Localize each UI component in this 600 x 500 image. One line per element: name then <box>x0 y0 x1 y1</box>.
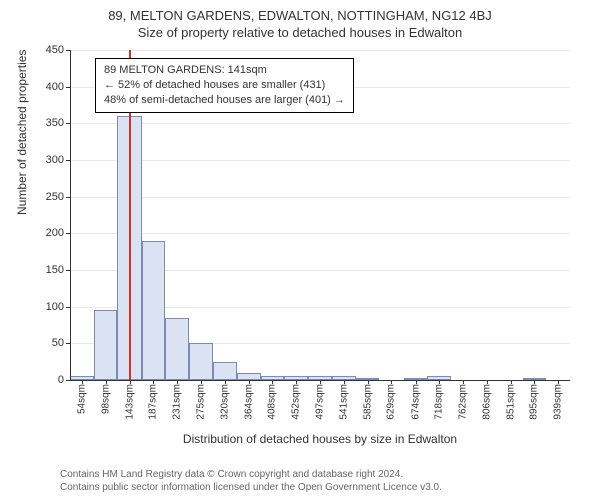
xtick-label: 674sqm <box>410 384 421 420</box>
xtick-label: 895sqm <box>529 384 540 420</box>
grid-line <box>70 123 570 124</box>
histogram-bar <box>142 241 166 380</box>
chart-title-sub: Size of property relative to detached ho… <box>0 23 600 40</box>
y-axis-label: Number of detached properties <box>15 50 29 215</box>
ytick-label: 50 <box>52 337 64 349</box>
xtick-label: 54sqm <box>76 384 87 414</box>
grid-line <box>70 233 570 234</box>
chart-container: { "chart": { "type": "histogram", "title… <box>0 0 600 500</box>
xtick-label: 187sqm <box>148 384 159 420</box>
histogram-bar <box>213 362 237 380</box>
xtick-label: 452sqm <box>291 384 302 420</box>
annotation-line-3: 48% of semi-detached houses are larger (… <box>104 93 345 108</box>
ytick-label: 300 <box>46 154 64 166</box>
ytick-label: 100 <box>46 301 64 313</box>
xtick-label: 585sqm <box>362 384 373 420</box>
histogram-bar <box>94 310 118 380</box>
xtick-label: 364sqm <box>243 384 254 420</box>
ytick-label: 150 <box>46 264 64 276</box>
ytick-label: 450 <box>46 44 64 56</box>
y-axis-line <box>70 50 71 380</box>
xtick-label: 320sqm <box>220 384 231 420</box>
x-axis-label: Distribution of detached houses by size … <box>183 432 457 446</box>
xtick-label: 231sqm <box>172 384 183 420</box>
xtick-label: 408sqm <box>267 384 278 420</box>
ytick-label: 0 <box>58 374 64 386</box>
xtick-label: 939sqm <box>553 384 564 420</box>
xtick-label: 497sqm <box>315 384 326 420</box>
ytick-label: 400 <box>46 81 64 93</box>
xtick-label: 143sqm <box>124 384 135 420</box>
xtick-label: 851sqm <box>505 384 516 420</box>
xtick-label: 718sqm <box>434 384 445 420</box>
xtick-label: 98sqm <box>100 384 111 414</box>
histogram-bar <box>237 373 261 380</box>
xtick-label: 275sqm <box>195 384 206 420</box>
footer-attribution: Contains HM Land Registry data © Crown c… <box>60 468 442 494</box>
xtick-label: 806sqm <box>481 384 492 420</box>
annotation-line-1: 89 MELTON GARDENS: 141sqm <box>104 63 345 78</box>
footer-line-1: Contains HM Land Registry data © Crown c… <box>60 468 442 481</box>
histogram-bar <box>165 318 189 380</box>
ytick-label: 200 <box>46 227 64 239</box>
grid-line <box>70 197 570 198</box>
footer-line-2: Contains public sector information licen… <box>60 481 442 494</box>
grid-line <box>70 160 570 161</box>
grid-line <box>70 50 570 51</box>
histogram-bar <box>189 343 213 380</box>
xtick-label: 762sqm <box>457 384 468 420</box>
xtick-label: 541sqm <box>338 384 349 420</box>
ytick-label: 250 <box>46 191 64 203</box>
x-axis-line <box>70 380 570 381</box>
annotation-box: 89 MELTON GARDENS: 141sqm ← 52% of detac… <box>95 58 354 113</box>
annotation-line-2: ← 52% of detached houses are smaller (43… <box>104 78 345 93</box>
xtick-label: 629sqm <box>386 384 397 420</box>
ytick-label: 350 <box>46 117 64 129</box>
chart-title-main: 89, MELTON GARDENS, EDWALTON, NOTTINGHAM… <box>0 0 600 23</box>
